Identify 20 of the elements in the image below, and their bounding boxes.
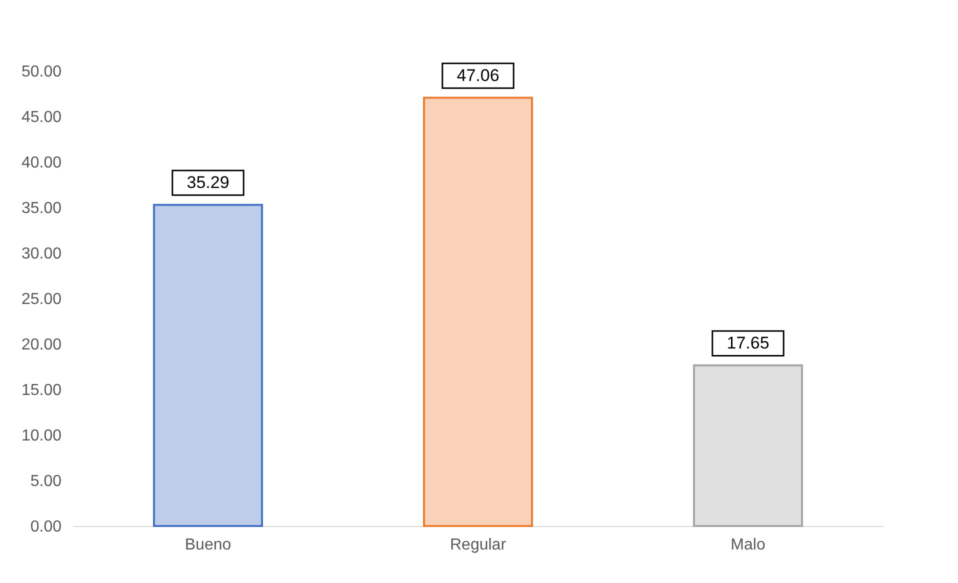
- x-tick-label: Bueno: [184, 536, 232, 554]
- data-label: 17.65: [726, 333, 770, 352]
- bar: [693, 364, 803, 527]
- y-tick-label: 30.00: [21, 246, 62, 262]
- y-tick-label: 0.00: [30, 518, 62, 536]
- y-tick-label: 10.00: [21, 428, 62, 444]
- data-label: 47.06: [456, 66, 500, 85]
- x-tick-label: Malo: [730, 536, 766, 554]
- y-tick-label: 45.00: [21, 109, 62, 126]
- y-tick-label: 20.00: [21, 336, 62, 354]
- y-tick-label: 35.00: [21, 200, 62, 217]
- y-tick-label: 15.00: [21, 382, 62, 399]
- data-label: 35.29: [186, 172, 230, 192]
- bar: [423, 96, 533, 527]
- y-tick-label: 50.00: [21, 64, 62, 80]
- y-tick-label: 25.00: [21, 291, 62, 308]
- y-tick-label: 40.00: [21, 154, 62, 172]
- x-tick-label: Regular: [450, 536, 507, 554]
- y-tick-label: 5.00: [30, 473, 62, 490]
- bar: [153, 204, 263, 527]
